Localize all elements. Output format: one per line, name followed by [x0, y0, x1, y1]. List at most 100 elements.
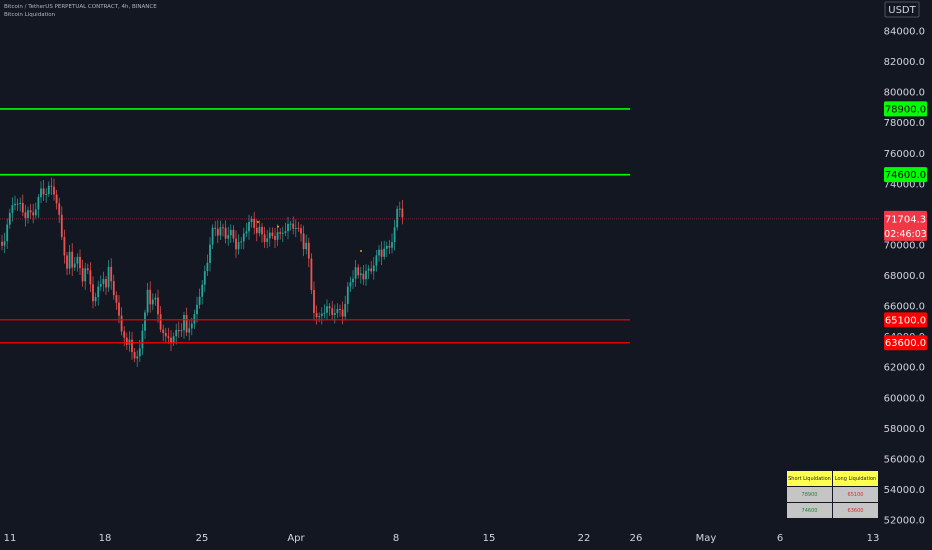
candle-body: [216, 228, 219, 236]
candle-body: [6, 224, 9, 242]
candle-body: [396, 208, 399, 228]
candle-body: [281, 232, 284, 234]
candle-body: [86, 268, 89, 271]
candle-body: [398, 208, 401, 210]
candle-body: [310, 258, 313, 290]
candle-body: [149, 289, 152, 305]
candle-body: [159, 314, 162, 330]
candle-body: [307, 242, 310, 259]
candle-body: [154, 297, 157, 300]
candle-body: [24, 212, 27, 218]
y-tick-label: 52000.0: [884, 516, 925, 527]
candle-body: [261, 226, 263, 235]
candle-body: [388, 245, 391, 248]
signal-marker: [360, 250, 362, 253]
candle-body: [294, 227, 297, 229]
y-tick-label: 66000.0: [884, 302, 925, 313]
candle-body: [320, 313, 323, 317]
candle-body: [385, 245, 388, 249]
y-tick-label: 76000.0: [884, 149, 925, 160]
candle-body: [185, 315, 188, 333]
candle-body: [297, 227, 300, 229]
candle-body: [344, 303, 347, 317]
candle-body: [315, 312, 318, 318]
long-liquidation-value: 65100: [833, 487, 878, 502]
candle-body: [266, 238, 269, 242]
y-tick-label: 80000.0: [884, 88, 925, 99]
long-liquidation-header: Long Liquidation: [833, 471, 878, 486]
candle-body: [253, 218, 256, 228]
candle-body: [47, 185, 50, 194]
candle-body: [318, 316, 321, 318]
candle-body: [133, 352, 136, 359]
currency-label: USDT: [888, 5, 916, 16]
candle-body: [255, 227, 258, 234]
candle-body: [232, 229, 235, 239]
candle-body: [1, 241, 3, 246]
candle-body: [177, 330, 180, 332]
candle-body: [346, 286, 349, 304]
candle-body: [107, 266, 110, 288]
candle-body: [123, 331, 126, 338]
y-tick-label: 58000.0: [884, 424, 925, 435]
candle-body: [16, 203, 19, 205]
currency-button[interactable]: USDT: [884, 1, 920, 18]
candle-body: [66, 255, 68, 269]
candle-body: [271, 232, 274, 237]
candle-body: [235, 238, 237, 250]
candle-body: [328, 306, 331, 309]
indicator-name: Bitcoin Liquidation: [4, 12, 56, 18]
candle-body: [125, 337, 128, 345]
candle-body: [375, 255, 378, 266]
candle-body: [84, 268, 87, 282]
candle-body: [3, 241, 6, 246]
x-tick-label: 15: [483, 533, 496, 544]
y-tick-label: 54000.0: [884, 485, 925, 496]
level-price-tag: [884, 101, 927, 117]
candle-body: [250, 218, 253, 223]
candle-body: [8, 212, 11, 225]
candle-body: [89, 270, 92, 285]
candle-body: [81, 268, 84, 282]
y-tick-label: 56000.0: [884, 454, 925, 465]
candle-body: [196, 304, 198, 315]
candle-body: [336, 308, 339, 313]
candle-body: [313, 289, 315, 313]
candle-body: [138, 348, 141, 357]
candle-body: [11, 205, 14, 213]
y-tick-label: 84000.0: [884, 27, 925, 38]
candle-body: [237, 242, 240, 250]
candle-body: [326, 306, 328, 313]
candle-body: [367, 268, 370, 271]
x-tick-label: Apr: [287, 533, 305, 544]
candle-body: [136, 356, 139, 359]
y-tick-label: 70000.0: [884, 240, 925, 251]
long-liquidation-value: 63600: [833, 503, 878, 518]
candle-body: [131, 339, 133, 353]
candle-body: [42, 188, 45, 195]
candle-body: [229, 229, 232, 236]
candle-body: [383, 248, 386, 257]
level-price-tag-label: 74600.0: [885, 170, 926, 181]
x-tick-label: 18: [99, 533, 112, 544]
candle-body: [305, 242, 308, 250]
candle-body: [37, 197, 40, 210]
candle-body: [222, 227, 224, 229]
candle-body: [120, 315, 123, 332]
candle-body: [45, 193, 48, 195]
x-tick-label: May: [696, 533, 717, 544]
price-tags: 78900.0 74600.0 65100.0 63600.0 71704.3 02:46…: [884, 101, 927, 351]
candle-body: [279, 232, 282, 234]
candle-body: [50, 185, 53, 187]
candle-body: [245, 231, 248, 234]
candle-body: [219, 227, 222, 236]
candle-body: [170, 337, 172, 343]
signal-marker: [257, 221, 259, 224]
candle-body: [380, 249, 383, 257]
candle-body: [40, 188, 42, 198]
candle-body: [352, 278, 354, 283]
candle-body: [188, 328, 191, 333]
time-axis: 11 18 25 Apr 8 15 22 26 May 6 13: [4, 533, 880, 544]
candle-body: [118, 302, 120, 316]
